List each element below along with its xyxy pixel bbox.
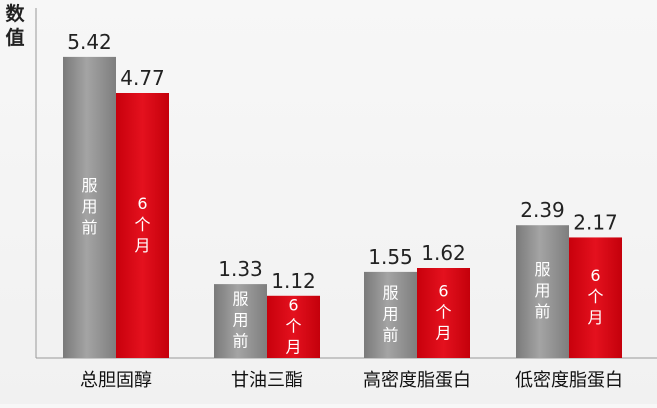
data-label: 5.42 [67, 30, 112, 54]
data-label: 1.33 [218, 257, 263, 281]
bar-inner-label: 前 [232, 332, 248, 351]
category-label: 低密度脂蛋白 [515, 370, 623, 391]
bar-before [214, 284, 267, 358]
bar-inner-label: 服 [382, 283, 398, 302]
data-label: 2.17 [573, 210, 618, 234]
bar-inner-label: 个 [134, 215, 150, 234]
bar-inner-label: 月 [285, 337, 301, 356]
data-label: 2.39 [520, 198, 565, 222]
bar-inner-label: 6 [288, 295, 298, 314]
bar-six-months [569, 237, 622, 358]
bar-before [364, 271, 417, 358]
bar-inner-label: 6 [137, 194, 147, 213]
category-label: 高密度脂蛋白 [363, 370, 471, 391]
bar-inner-label: 服 [232, 290, 248, 309]
bar-inner-label: 个 [435, 303, 451, 322]
data-label: 1.62 [421, 241, 466, 265]
data-label: 4.77 [120, 66, 165, 90]
bar-inner-label: 服 [81, 176, 97, 195]
bar-before [63, 56, 116, 359]
bar-inner-label: 前 [534, 302, 550, 321]
bars: 5.42服用前4.776个月总胆固醇1.33服用前1.126个月甘油三酯1.55… [63, 30, 623, 391]
y-axis-label: 数值 [5, 2, 25, 49]
bar-inner-label: 用 [534, 281, 550, 300]
bar-before [516, 225, 569, 358]
bar-inner-label: 月 [134, 236, 150, 255]
bar-six-months [267, 295, 320, 358]
y-axis-label-char: 值 [5, 26, 24, 49]
bar-six-months [116, 93, 169, 358]
bar-inner-label: 服 [534, 260, 550, 279]
bar-inner-label: 前 [382, 325, 398, 344]
bar-inner-label: 6 [590, 266, 600, 285]
bar-inner-label: 个 [285, 316, 301, 335]
category-label: 总胆固醇 [80, 370, 152, 391]
category-label: 甘油三酯 [231, 370, 303, 391]
bar-inner-label: 用 [81, 197, 97, 216]
bar-six-months [417, 268, 470, 358]
bar-inner-label: 用 [382, 304, 398, 323]
y-axis-label-char: 数 [5, 2, 25, 25]
data-label: 1.12 [271, 269, 316, 293]
bar-inner-label: 6 [438, 282, 448, 301]
bar-inner-label: 月 [435, 324, 451, 343]
bar-inner-label: 月 [587, 308, 603, 327]
bar-inner-label: 前 [81, 218, 97, 237]
bar-inner-label: 个 [587, 287, 603, 306]
bar-inner-label: 用 [232, 311, 248, 330]
data-label: 1.55 [368, 245, 413, 269]
